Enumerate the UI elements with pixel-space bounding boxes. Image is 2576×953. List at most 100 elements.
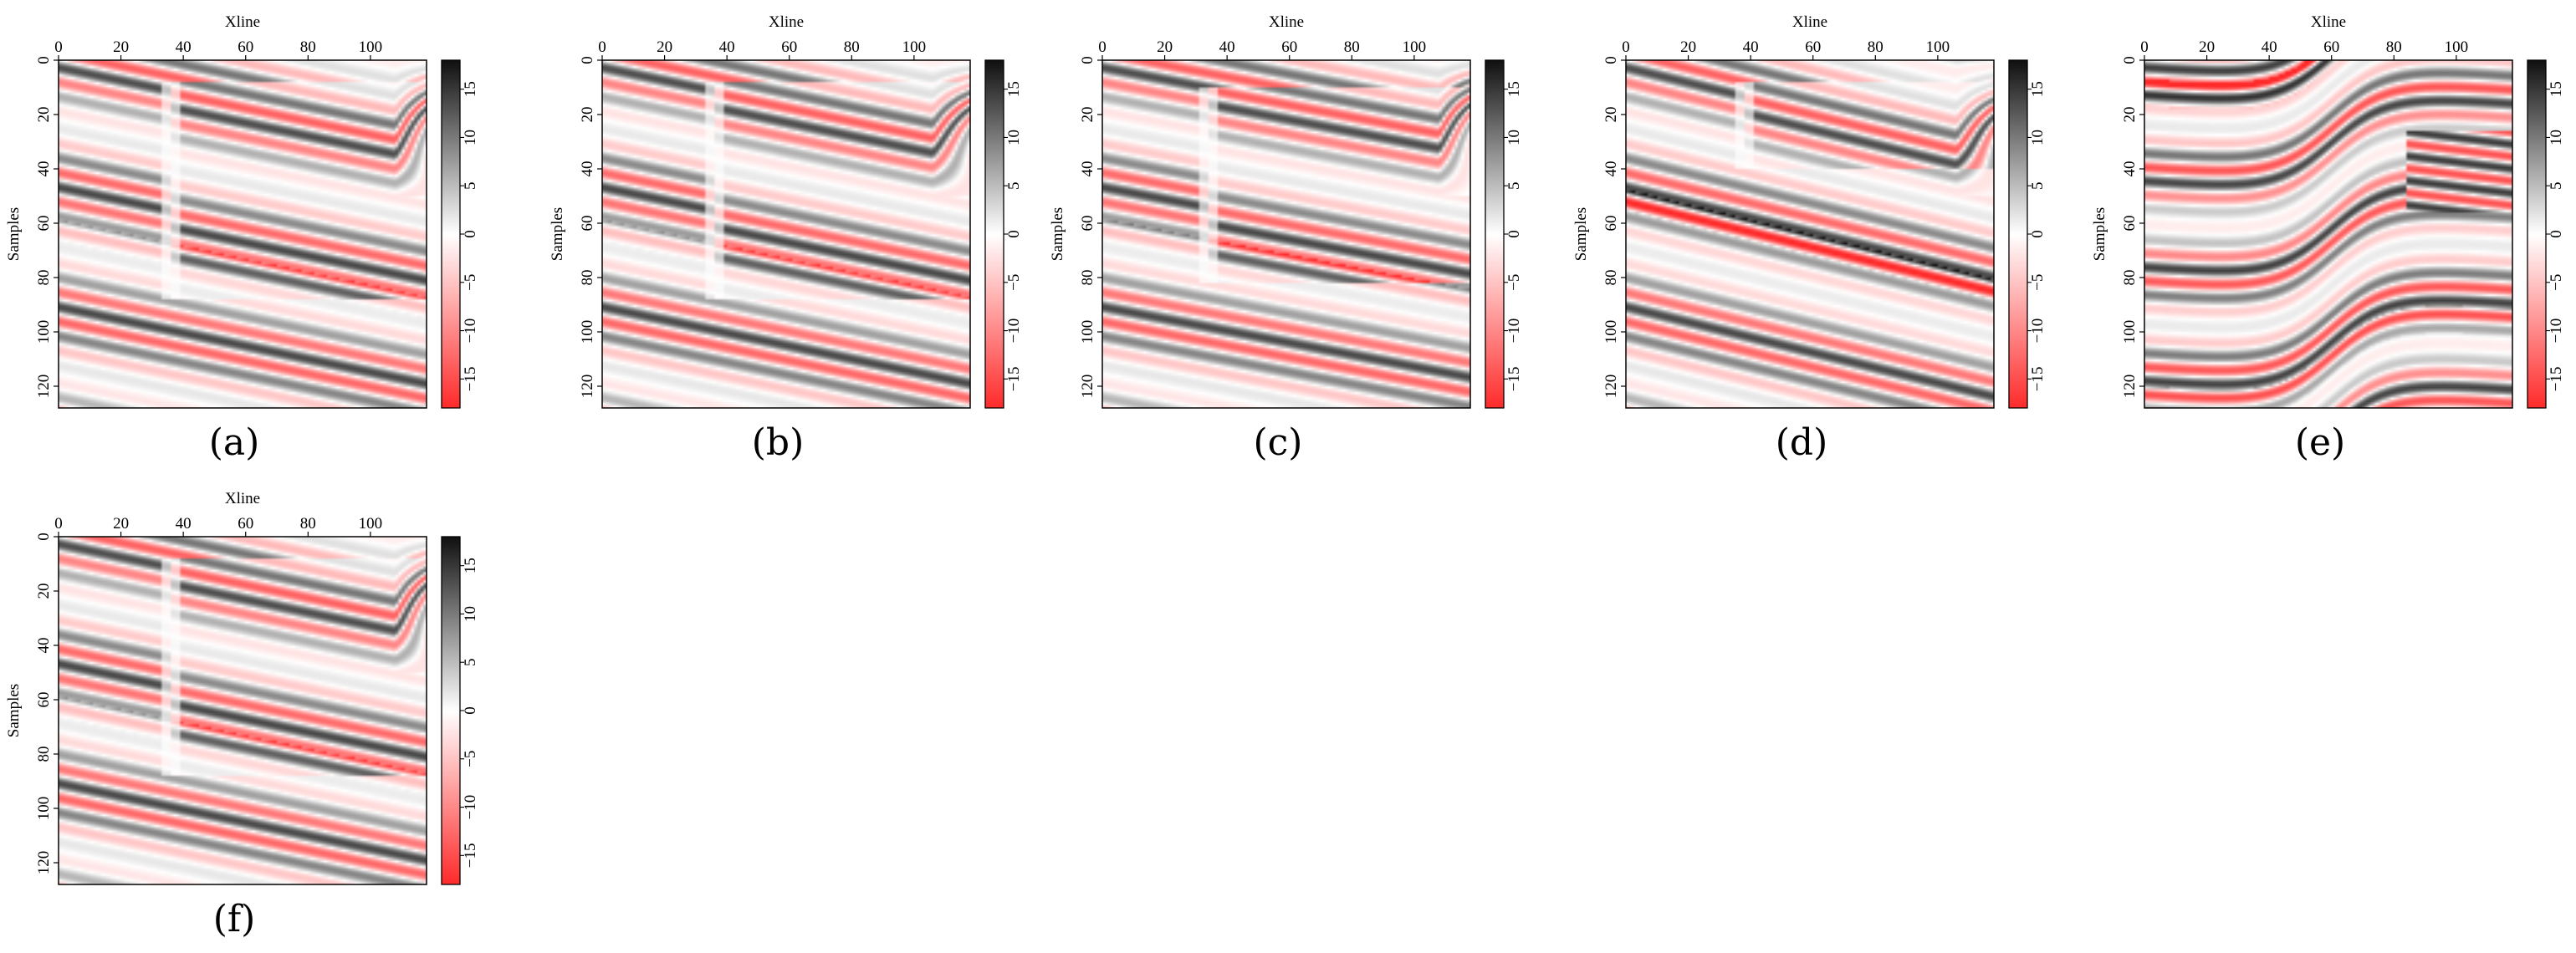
panel-b-colorbar xyxy=(985,60,1004,408)
panel-b-xtick-label-5: 100 xyxy=(902,38,927,56)
panel-e-heatmap xyxy=(2144,60,2512,408)
panel-b-xtick-label-2: 40 xyxy=(719,38,735,56)
panel-f-xtick-label-5: 100 xyxy=(359,515,383,533)
panel-f-xtick-label-0: 0 xyxy=(54,515,63,533)
panel-b-ytick-label-1: 20 xyxy=(579,107,596,123)
panel-e: Xline 0 20 40 60 80 100 Samples 0 20 40 60 80 100 120 1… xyxy=(2086,8,2565,476)
panel-a-xtick-label-2: 40 xyxy=(176,38,192,56)
panel-d-ytick-label-5: 100 xyxy=(1602,320,1620,344)
panel-f-cbar-tick-label-4: −5 xyxy=(462,751,479,767)
panel-b-cbar-tick-label-5: −10 xyxy=(1005,319,1023,344)
panel-f-ytick-label-1: 20 xyxy=(35,584,53,599)
panel-f-plot-frame xyxy=(58,536,427,885)
panel-a-ytick-label-3: 60 xyxy=(35,216,53,232)
panel-e-ytick-label-0: 0 xyxy=(2121,56,2139,64)
panel-c-ytick-label-4: 80 xyxy=(1079,270,1096,286)
panel-d: Xline 0 20 40 60 80 100 Samples 0 20 40 60 80 100 120 1… xyxy=(1567,8,2047,476)
panel-b: Xline 0 20 40 60 80 100 Samples 0 20 40 60 80 100 120 1… xyxy=(544,8,1023,476)
panel-c-caption: (c) xyxy=(1253,421,1303,464)
panel-d-ytick-label-4: 80 xyxy=(1602,270,1620,286)
panel-f-ytick-label-6: 120 xyxy=(35,851,53,875)
panel-e-colorbar xyxy=(2527,60,2546,408)
panel-b-xtick-label-0: 0 xyxy=(598,38,606,56)
panel-f-ytick-label-2: 40 xyxy=(35,638,53,654)
panel-b-plot-frame xyxy=(601,59,971,409)
panel-c-cbar-tick-label-6: −15 xyxy=(1505,366,1523,391)
panel-d-ytick-label-1: 20 xyxy=(1602,107,1620,123)
panel-a-cbar-tick-label-3: 0 xyxy=(462,230,479,238)
panel-d-ytick-label-3: 60 xyxy=(1602,216,1620,232)
panel-e-cbar-tick-label-4: −5 xyxy=(2548,274,2565,291)
panel-a-ytick-label-6: 120 xyxy=(35,375,53,399)
panel-d-xtick-label-4: 80 xyxy=(1868,38,1883,56)
panel-a: Xline 0 20 40 60 80 100 Samples 0 20 40 60 80 100 120 1… xyxy=(0,8,479,476)
panel-f-colorbar xyxy=(442,537,460,884)
panel-a-xtick-label-5: 100 xyxy=(359,38,383,56)
panel-c-ytick-label-5: 100 xyxy=(1079,320,1096,344)
panel-e-ytick-label-4: 80 xyxy=(2121,270,2139,286)
panel-b-ytick-label-3: 60 xyxy=(579,216,596,232)
panel-a-xtick-label-4: 80 xyxy=(300,38,316,56)
panel-c-ytick-label-1: 20 xyxy=(1079,107,1096,123)
panel-e-cbar-tick-label-0: 15 xyxy=(2548,81,2565,97)
panel-f-caption: (f) xyxy=(212,898,256,940)
panel-c-cbar-tick-label-4: −5 xyxy=(1505,274,1523,291)
panel-c-cbar-tick-label-5: −10 xyxy=(1505,319,1523,344)
panel-f-heatmap xyxy=(59,537,427,884)
panel-f-cbar-tick-label-3: 0 xyxy=(462,706,479,715)
panel-d-cbar-tick-label-6: −15 xyxy=(2029,366,2047,391)
panel-a-heatmap xyxy=(59,60,427,408)
panel-e-xtick-label-4: 80 xyxy=(2386,38,2402,56)
panel-d-plot-frame xyxy=(1625,59,1995,409)
panel-c-cbar-tick-label-3: 0 xyxy=(1505,230,1523,238)
panel-d-xlabel: Xline xyxy=(1792,13,1827,31)
panel-b-cbar-tick-label-1: 10 xyxy=(1005,130,1023,145)
panel-d-cbar-tick-label-1: 10 xyxy=(2029,130,2047,145)
panel-a-caption: (a) xyxy=(208,421,260,464)
panel-e-xtick-label-1: 20 xyxy=(2199,38,2215,56)
panel-b-cbar-tick-label-3: 0 xyxy=(1005,230,1023,238)
panel-f-cbar-tick-label-5: −10 xyxy=(462,795,479,820)
panel-f-cbar-tick-label-1: 10 xyxy=(462,606,479,622)
panel-b-heatmap xyxy=(602,60,970,408)
panel-a-xtick-label-1: 20 xyxy=(113,38,129,56)
panel-a-colorbar xyxy=(442,60,460,408)
panel-e-ytick-label-2: 40 xyxy=(2121,161,2139,177)
panel-f-cbar-tick-label-2: 5 xyxy=(462,658,479,666)
panel-c-plot-frame xyxy=(1101,59,1471,409)
panel-c-xtick-label-4: 80 xyxy=(1344,38,1360,56)
panel-b-ytick-label-6: 120 xyxy=(579,375,596,399)
panel-d-ytick-label-6: 120 xyxy=(1602,375,1620,399)
panel-d-xtick-label-0: 0 xyxy=(1622,38,1630,56)
panel-a-plot-frame xyxy=(58,59,427,409)
panel-d-colorbar xyxy=(2009,60,2027,408)
panel-c-ytick-label-6: 120 xyxy=(1079,375,1096,399)
panel-e-plot-frame xyxy=(2144,59,2513,409)
panel-d-caption: (d) xyxy=(1775,421,1828,464)
panel-a-cbar-tick-label-1: 10 xyxy=(462,130,479,145)
panel-c-colorbar xyxy=(1485,60,1504,408)
panel-d-cbar-tick-label-3: 0 xyxy=(2029,230,2047,238)
panel-d-cbar-tick-label-5: −10 xyxy=(2029,319,2047,344)
panel-a-cbar-tick-label-0: 15 xyxy=(462,81,479,97)
panel-f-xlabel: Xline xyxy=(225,490,260,507)
panel-a-cbar-tick-label-2: 5 xyxy=(462,181,479,190)
panel-f-ytick-label-0: 0 xyxy=(35,533,53,541)
panel-b-xtick-label-4: 80 xyxy=(844,38,860,56)
panel-a-ytick-label-4: 80 xyxy=(35,270,53,286)
panel-e-cbar-tick-label-5: −10 xyxy=(2548,319,2565,344)
panel-b-caption: (b) xyxy=(751,421,805,464)
panel-e-xtick-label-0: 0 xyxy=(2140,38,2149,56)
panel-b-ytick-label-2: 40 xyxy=(579,161,596,177)
panel-d-cbar-tick-label-2: 5 xyxy=(2029,181,2047,190)
panel-d-xtick-label-1: 20 xyxy=(1680,38,1696,56)
panel-d-ytick-label-2: 40 xyxy=(1602,161,1620,177)
panel-b-ytick-label-4: 80 xyxy=(579,270,596,286)
panel-d-xtick-label-3: 60 xyxy=(1805,38,1821,56)
panel-b-cbar-tick-label-6: −15 xyxy=(1005,366,1023,391)
panel-e-cbar-tick-label-1: 10 xyxy=(2548,130,2565,145)
panel-c-xtick-label-5: 100 xyxy=(1403,38,1427,56)
